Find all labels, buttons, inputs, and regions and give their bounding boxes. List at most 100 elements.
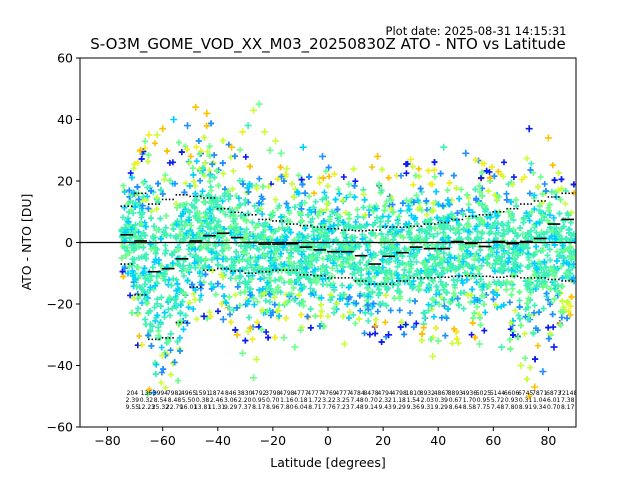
- scatter-point: [408, 212, 415, 219]
- scatter-point: [323, 229, 330, 236]
- scatter-point: [247, 261, 254, 268]
- scatter-point: [553, 230, 560, 236]
- scatter-point: [331, 171, 338, 177]
- scatter-point: [247, 285, 254, 292]
- scatter-point: [157, 320, 164, 327]
- scatter-point: [180, 235, 187, 242]
- scatter-point: [431, 173, 438, 180]
- scatter-point: [552, 236, 559, 242]
- scatter-point: [409, 240, 416, 247]
- scatter-point: [164, 148, 171, 155]
- scatter-point: [197, 147, 204, 154]
- scatter-point: [243, 244, 250, 251]
- scatter-point: [352, 320, 359, 327]
- scatter-point: [410, 181, 417, 188]
- scatter-point: [533, 220, 540, 227]
- scatter-point: [366, 331, 373, 338]
- scatter-point: [147, 284, 154, 291]
- scatter-point: [474, 297, 481, 303]
- scatter-point: [540, 230, 547, 237]
- scatter-point: [171, 359, 178, 366]
- scatter-point: [382, 269, 389, 276]
- scatter-point: [151, 259, 158, 266]
- scatter-point: [492, 301, 499, 308]
- scatter-point: [478, 174, 485, 181]
- scatter-point: [286, 210, 293, 216]
- scatter-point: [468, 331, 475, 338]
- scatter-point: [201, 214, 208, 221]
- scatter-point: [136, 254, 142, 261]
- scatter-point: [551, 295, 558, 302]
- scatter-point: [553, 224, 560, 231]
- scatter-point: [236, 279, 243, 286]
- scatter-point: [142, 255, 149, 262]
- scatter-point: [515, 334, 521, 341]
- scatter-point: [187, 242, 194, 249]
- scatter-point: [173, 234, 179, 240]
- scatter-point: [410, 324, 417, 331]
- scatter-point: [306, 193, 313, 200]
- scatter-point: [120, 273, 127, 280]
- scatter-point: [268, 214, 275, 221]
- scatter-point: [320, 175, 327, 182]
- scatter-point: [150, 233, 156, 240]
- scatter-point: [142, 138, 149, 145]
- scatter-point: [418, 337, 425, 344]
- scatter-point: [342, 209, 349, 216]
- scatter-point: [473, 279, 480, 286]
- scatter-point: [329, 273, 336, 279]
- scatter-point: [390, 236, 397, 243]
- scatter-point: [252, 224, 259, 231]
- scatter-point: [547, 330, 554, 337]
- scatter-point: [473, 214, 480, 221]
- scatter-point: [207, 206, 214, 213]
- scatter-point: [476, 221, 483, 228]
- scatter-point: [215, 261, 222, 268]
- scatter-point: [403, 161, 410, 168]
- scatter-point: [151, 223, 158, 230]
- scatter-point: [279, 219, 286, 226]
- scatter-point: [249, 336, 256, 343]
- scatter-point: [546, 246, 553, 253]
- scatter-point: [376, 300, 383, 307]
- scatter-point: [187, 251, 194, 258]
- scatter-point: [327, 282, 334, 289]
- scatter-point: [168, 371, 174, 378]
- scatter-point: [192, 182, 199, 189]
- scatter-point: [357, 307, 364, 314]
- scatter-point: [450, 172, 457, 179]
- scatter-point: [212, 243, 219, 250]
- scatter-point: [226, 304, 233, 311]
- scatter-point: [382, 319, 389, 326]
- scatter-point: [142, 223, 149, 230]
- scatter-point: [311, 288, 317, 295]
- scatter-point: [281, 178, 287, 184]
- scatter-point: [479, 193, 486, 200]
- scatter-point: [153, 206, 160, 213]
- scatter-point: [408, 261, 415, 268]
- chart-title: S-O3M_GOME_VOD_XX_M03_20250830Z ATO - NT…: [90, 35, 566, 54]
- scatter-point: [368, 310, 375, 317]
- scatter-point: [477, 314, 483, 321]
- scatter-point: [190, 171, 197, 178]
- scatter-point: [486, 230, 493, 237]
- scatter-point: [292, 245, 299, 252]
- scatter-point: [396, 288, 403, 295]
- scatter-point: [351, 270, 358, 277]
- scatter-point: [183, 230, 190, 237]
- scatter-point: [323, 206, 330, 213]
- scatter-point: [371, 205, 378, 212]
- scatter-point: [535, 183, 541, 190]
- scatter-point: [324, 269, 331, 276]
- scatter-point: [559, 242, 566, 249]
- scatter-point: [223, 256, 230, 263]
- scatter-layer: [118, 120, 576, 398]
- scatter-point: [144, 300, 150, 307]
- scatter-point: [177, 231, 184, 238]
- scatter-point: [366, 276, 373, 282]
- scatter-point: [192, 287, 199, 293]
- scatter-point: [295, 292, 302, 299]
- scatter-point: [398, 318, 405, 325]
- scatter-point: [165, 338, 172, 345]
- scatter-point: [551, 281, 558, 288]
